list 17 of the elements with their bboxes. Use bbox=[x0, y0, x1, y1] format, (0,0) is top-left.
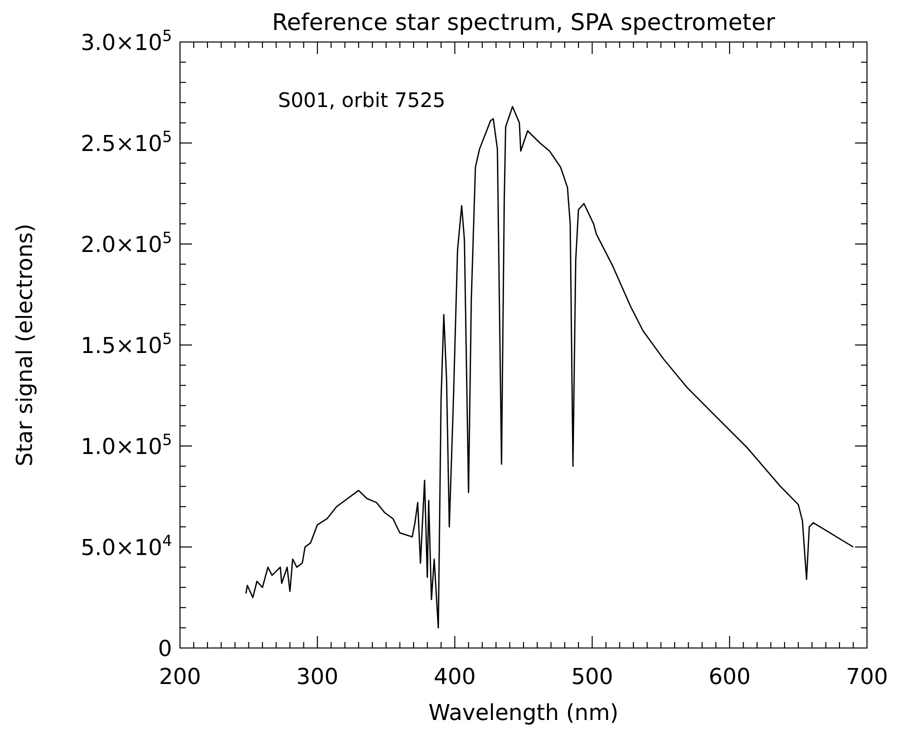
x-tick-label: 500 bbox=[571, 665, 614, 690]
y-tick-label: 2.0×10$^{5}$ bbox=[80, 229, 172, 258]
x-tick-label: 200 bbox=[159, 665, 201, 690]
y-tick-label: 1.5×10$^{5}$ bbox=[80, 330, 172, 359]
y-tick-label: 5.0×10$^{4}$ bbox=[80, 532, 172, 561]
chart-title: Reference star spectrum, SPA spectrometer bbox=[272, 10, 776, 36]
x-tick-label: 700 bbox=[846, 665, 888, 690]
annotation: S001, orbit 7525 bbox=[278, 88, 446, 112]
x-tick-label: 300 bbox=[296, 665, 338, 690]
y-tick-label: 3.0×10$^{5}$ bbox=[80, 27, 172, 56]
x-axis-title: Wavelength (nm) bbox=[428, 701, 619, 726]
y-tick-label: 2.5×10$^{5}$ bbox=[80, 128, 172, 157]
x-tick-label: 400 bbox=[434, 665, 476, 690]
y-tick-label: 1.0×10$^{5}$ bbox=[80, 431, 172, 460]
y-tick-label: 0 bbox=[158, 637, 172, 662]
x-tick-label: 600 bbox=[708, 665, 751, 690]
y-axis-title: Star signal (electrons) bbox=[13, 224, 38, 466]
